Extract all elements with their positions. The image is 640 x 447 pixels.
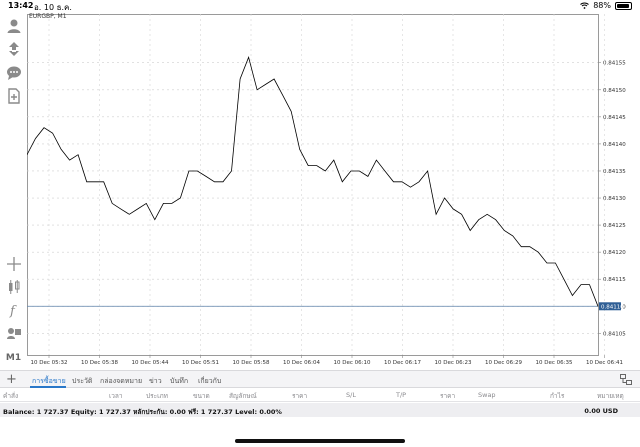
x-tick-label: 10 Dec 06:17 bbox=[384, 360, 421, 366]
price-series-line bbox=[27, 56, 599, 307]
chart-canvas[interactable]: 0.84155 0.84150 0.84145 0.84140 0.84135 0.841… bbox=[27, 12, 640, 369]
x-tick-label: 10 Dec 06:10 bbox=[334, 360, 371, 366]
col-time: เวลา bbox=[109, 392, 123, 400]
col-volume: ขนาด bbox=[193, 392, 210, 400]
col-type: ประเภท bbox=[146, 392, 168, 400]
add-icon[interactable]: + bbox=[6, 372, 17, 387]
x-tick-label: 10 Dec 05:58 bbox=[233, 360, 270, 366]
battery-icon bbox=[615, 1, 632, 10]
tab-about[interactable]: เกี่ยวกับ bbox=[198, 377, 222, 385]
tab-news[interactable]: ข่าว bbox=[149, 377, 162, 385]
status-bar: 13:42 อ. 10 ธ.ค. 88% bbox=[0, 0, 640, 12]
total-profit: 0.00 USD bbox=[584, 407, 618, 415]
chat-icon[interactable] bbox=[4, 63, 23, 82]
price-chart[interactable]: 0.84155 0.84150 0.84145 0.84140 0.84135 0.841… bbox=[27, 12, 640, 369]
col-price-current: ราคา bbox=[440, 392, 456, 400]
x-tick-label: 10 Dec 06:29 bbox=[485, 360, 522, 366]
status-right: 88% bbox=[580, 1, 632, 10]
col-symbol: สัญลักษณ์ bbox=[229, 392, 257, 400]
toolbox-tabs-bar: + การซื้อขาย ประวัติ กล่องจดหมาย ข่าว บั… bbox=[0, 370, 640, 388]
x-tick-label: 10 Dec 05:38 bbox=[81, 360, 118, 366]
layout-toggle-icon[interactable] bbox=[620, 374, 632, 385]
active-tab-indicator bbox=[30, 386, 66, 388]
y-tick-label: 0.84115 bbox=[603, 277, 626, 283]
status-date: อ. 10 ธ.ค. bbox=[34, 3, 72, 12]
svg-text:f: f bbox=[9, 304, 17, 318]
crosshair-icon[interactable] bbox=[4, 254, 23, 273]
home-indicator[interactable] bbox=[235, 439, 405, 443]
objects-icon[interactable] bbox=[4, 323, 23, 342]
col-order: คำสั่ง bbox=[3, 392, 19, 400]
x-tick-label: 10 Dec 06:04 bbox=[283, 360, 320, 366]
col-price: ราคา bbox=[292, 392, 308, 400]
col-sl: S/L bbox=[346, 391, 356, 399]
y-tick-label: 0.84140 bbox=[603, 142, 626, 148]
x-tick-label: 10 Dec 06:23 bbox=[435, 360, 472, 366]
battery-percent: 88% bbox=[593, 1, 611, 10]
balance-summary: Balance: 1 727.37 Equity: 1 727.37 หลักป… bbox=[3, 408, 282, 416]
col-tp: T/P bbox=[396, 391, 407, 399]
chart-symbol-label: EURGBP, M1 bbox=[29, 13, 67, 20]
y-tick-label: 0.84155 bbox=[603, 61, 626, 67]
balance-bar: Balance: 1 727.37 Equity: 1 727.37 หลักป… bbox=[0, 403, 640, 417]
x-tick-label: 10 Dec 05:32 bbox=[31, 360, 68, 366]
x-tick-label: 10 Dec 06:35 bbox=[536, 360, 573, 366]
col-comment: หมายเหตุ bbox=[597, 392, 624, 400]
tab-journal[interactable]: บันทึก bbox=[170, 377, 189, 385]
current-price-label: 0.84110 bbox=[601, 304, 624, 310]
y-tick-label: 0.84135 bbox=[603, 169, 626, 175]
status-time: 13:42 bbox=[8, 1, 34, 10]
y-tick-label: 0.84105 bbox=[603, 331, 626, 337]
new-order-icon[interactable] bbox=[4, 86, 23, 105]
col-swap: Swap bbox=[478, 391, 496, 399]
indicators-icon[interactable]: f bbox=[4, 300, 23, 319]
plot-frame bbox=[27, 14, 599, 356]
chart-type-icon[interactable] bbox=[4, 277, 23, 296]
col-profit: กำไร bbox=[550, 392, 565, 400]
y-tick-label: 0.84150 bbox=[603, 88, 626, 94]
account-icon[interactable] bbox=[4, 16, 23, 35]
y-tick-label: 0.84145 bbox=[603, 115, 626, 121]
left-toolbar: f M1 bbox=[0, 12, 27, 369]
wifi-icon bbox=[580, 2, 590, 9]
y-tick-label: 0.84130 bbox=[603, 196, 626, 202]
current-price-tag bbox=[599, 302, 621, 311]
x-tick-label: 10 Dec 05:51 bbox=[182, 360, 219, 366]
y-tick-label: 0.84125 bbox=[603, 223, 626, 229]
trade-arrows-icon[interactable] bbox=[4, 39, 23, 58]
tab-mailbox[interactable]: กล่องจดหมาย bbox=[100, 377, 143, 385]
y-tick-label: 0.84120 bbox=[603, 250, 626, 256]
x-tick-label: 10 Dec 06:41 bbox=[586, 360, 623, 366]
x-tick-label: 10 Dec 05:44 bbox=[132, 360, 169, 366]
orders-table-header: คำสั่ง เวลา ประเภท ขนาด สัญลักษณ์ ราคา S… bbox=[0, 388, 640, 402]
tab-history[interactable]: ประวัติ bbox=[72, 377, 93, 385]
timeframe-button[interactable]: M1 bbox=[5, 352, 22, 363]
tab-trade[interactable]: การซื้อขาย bbox=[32, 377, 66, 385]
